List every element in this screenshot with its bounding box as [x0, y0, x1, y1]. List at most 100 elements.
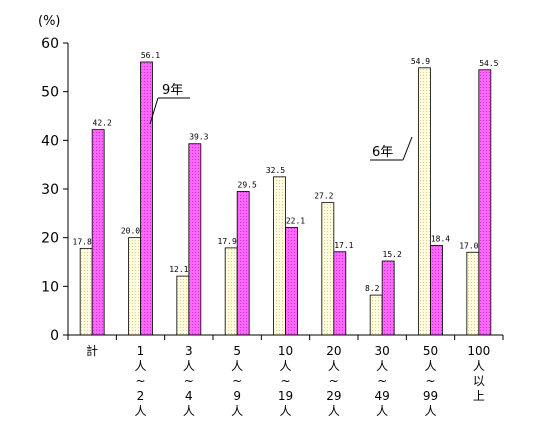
bar-year6: [79, 247, 93, 336]
category-label: 3人~4人: [183, 344, 195, 418]
data-label: 17.9: [218, 237, 237, 246]
category-label-part: 4: [185, 389, 193, 403]
series-label-9y: 9年: [162, 83, 183, 98]
category-label-part: 49: [375, 389, 390, 403]
y-tick-label: 30: [41, 182, 59, 198]
category-label-part: 人: [328, 359, 340, 373]
y-tick-label: 60: [41, 36, 59, 52]
category-label-part: ~: [184, 374, 194, 388]
category-label-part: 人: [279, 404, 291, 418]
category-label-part: 上: [473, 389, 485, 403]
category-label-part: 人: [231, 359, 243, 373]
category-label: 計: [86, 343, 98, 358]
data-label: 12.1: [169, 265, 188, 274]
category-label-part: 9: [233, 389, 241, 403]
data-label: 54.5: [479, 59, 498, 68]
category-label-part: 人: [134, 359, 146, 373]
data-label: 15.2: [383, 250, 402, 259]
category-label-part: 計: [86, 343, 98, 358]
category-label-part: 人: [231, 404, 243, 418]
category-label-part: 100: [467, 344, 490, 358]
category-label-part: 人: [376, 404, 388, 418]
y-axis: 0 10 20 30 40 50 60: [41, 36, 69, 344]
category-label: 5人~9人: [231, 344, 243, 418]
category-label-part: 人: [183, 404, 195, 418]
category-label-part: 5: [233, 344, 241, 358]
bar-year9: [333, 251, 347, 336]
bar-year6: [466, 251, 480, 336]
y-tick-label: 20: [41, 231, 59, 247]
category-label-part: 1: [137, 344, 145, 358]
bar-year6: [321, 202, 335, 336]
category-label-part: ~: [425, 374, 435, 388]
data-label: 42.2: [93, 119, 112, 128]
category-label: 30人~49人: [375, 344, 390, 418]
data-label: 17.1: [334, 241, 353, 250]
category-label: 1人~2人: [134, 344, 146, 418]
category-label-part: 99: [423, 389, 438, 403]
bar-year6: [224, 247, 238, 336]
bar-year6: [128, 237, 141, 336]
category-label-part: 19: [278, 389, 293, 403]
category-label: 20人~29人: [326, 344, 341, 418]
bar-year6: [273, 176, 286, 336]
bar-year9: [381, 260, 395, 336]
data-label: 8.2: [365, 284, 380, 293]
data-label: 39.3: [189, 133, 208, 142]
category-label-part: 10: [278, 344, 293, 358]
data-label: 17.0: [459, 241, 478, 250]
y-tick-label: 0: [50, 328, 59, 344]
data-label: 27.2: [314, 192, 333, 201]
bar-year9: [236, 191, 250, 336]
y-tick-label: 40: [41, 133, 59, 149]
category-label-part: 人: [424, 404, 436, 418]
bar-year9: [188, 143, 202, 336]
category-label-part: 30: [375, 344, 390, 358]
callout-6y-leader: [402, 136, 413, 161]
callout-9y-leader: [149, 97, 159, 125]
bar-year9: [478, 69, 492, 336]
category-label-part: 29: [326, 389, 341, 403]
data-label: 56.1: [141, 51, 160, 60]
data-label: 18.4: [431, 234, 450, 243]
category-label-part: 人: [376, 359, 388, 373]
category-label: 10人~19人: [278, 344, 293, 418]
category-label-part: 人: [473, 359, 485, 373]
category-label-part: ~: [280, 374, 290, 388]
series-callouts: 9年 6年: [149, 83, 413, 161]
category-label-part: ~: [135, 374, 145, 388]
bar-year9: [91, 129, 105, 336]
data-label: 32.5: [266, 166, 285, 175]
x-axis: 計 1人~2人3人~4人5人~9人10人~19人20人~29人30人~49人50人…: [67, 334, 504, 418]
category-label: 50人~99人: [423, 344, 438, 418]
category-label-part: 以: [473, 374, 485, 388]
data-label: 54.9: [411, 57, 430, 66]
y-tick-label: 10: [41, 279, 59, 295]
bar-year6: [369, 294, 383, 336]
category-label-part: 2: [137, 389, 145, 403]
bar-year9: [140, 61, 153, 336]
data-labels: 17.8 42.2 20.0 56.1 12.1 39.3 17.9 29.5 32.5 22.1…: [73, 51, 499, 293]
category-label-part: 20: [326, 344, 341, 358]
category-label-part: 人: [183, 359, 195, 373]
data-label: 20.0: [121, 227, 140, 236]
bar-year6: [176, 275, 190, 336]
data-label: 22.1: [286, 216, 305, 225]
bars: [79, 61, 492, 336]
data-label: 17.8: [73, 237, 92, 246]
category-label-part: 人: [134, 404, 146, 418]
category-label-part: ~: [377, 374, 387, 388]
category-label-part: 人: [279, 359, 291, 373]
category-label-part: 人: [328, 404, 340, 418]
category-label-part: 50: [423, 344, 438, 358]
category-label-part: 人: [424, 359, 436, 373]
data-label: 29.5: [238, 180, 257, 189]
y-tick-label: 50: [41, 85, 59, 101]
category-label-part: ~: [232, 374, 242, 388]
bar-year9: [430, 245, 443, 336]
y-unit-label: (%): [38, 14, 61, 29]
bar-year6: [418, 67, 431, 336]
category-label-part: ~: [329, 374, 339, 388]
